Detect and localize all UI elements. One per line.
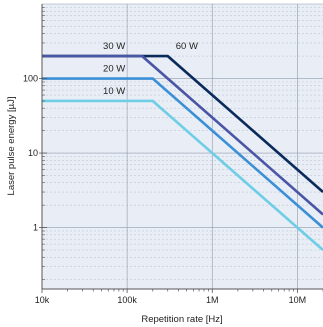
series-label-60w: 60 W [176, 41, 198, 52]
series-line-10w [42, 99, 323, 252]
x-tick-label: 10M [289, 295, 307, 305]
series-line-30w [42, 54, 323, 216]
series-label-30w: 30 W [103, 41, 125, 52]
series-label-20w: 20 W [103, 64, 125, 75]
y-tick-label: 1 [33, 223, 38, 233]
y-tick-label: 10 [28, 148, 38, 158]
series-label-10w: 10 W [103, 86, 125, 97]
x-tick-label: 1M [206, 295, 219, 305]
x-tick-label: 100k [117, 295, 137, 305]
y-axis-title: Laser pulse energy [µJ] [6, 97, 17, 196]
series-line-20w [42, 77, 323, 229]
plot-area [42, 4, 323, 289]
x-tick-label: 10k [35, 295, 50, 305]
y-tick-label: 100 [23, 74, 38, 84]
x-axis-title: Repetition rate [Hz] [141, 314, 222, 325]
